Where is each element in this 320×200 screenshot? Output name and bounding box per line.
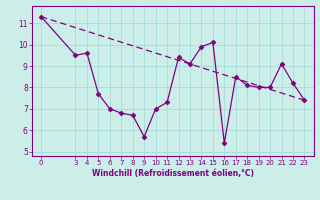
X-axis label: Windchill (Refroidissement éolien,°C): Windchill (Refroidissement éolien,°C) xyxy=(92,169,254,178)
